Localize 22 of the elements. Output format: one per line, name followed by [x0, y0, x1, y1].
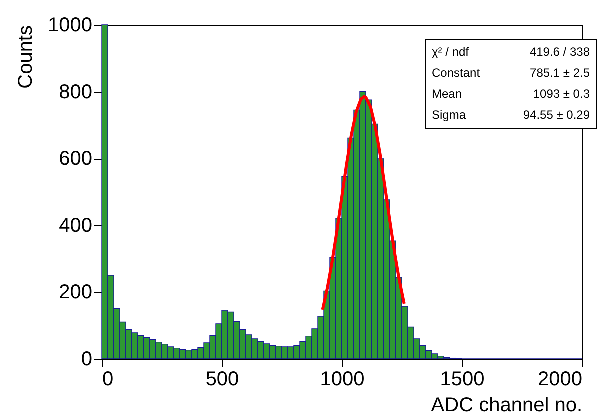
- y-tick-label: 600: [59, 148, 92, 170]
- annotation: 1093 ± 0.3: [533, 87, 590, 102]
- x-tick-label: 0: [102, 368, 114, 390]
- y-tick-label: 800: [59, 81, 92, 104]
- x-axis-title: ADC channel no.: [431, 394, 582, 416]
- x-tick-label: 500: [206, 368, 240, 390]
- x-tick-label: 2000: [538, 368, 582, 390]
- annotation: Constant: [432, 66, 480, 81]
- annotation: 419.6 / 338: [530, 45, 590, 60]
- annotation: 785.1 ± 2.5: [530, 66, 590, 81]
- annotation: Sigma: [432, 108, 466, 123]
- y-tick-label: 400: [59, 214, 92, 237]
- y-tick-label: 200: [59, 282, 92, 304]
- annotation: 94.55 ± 0.29: [523, 108, 590, 123]
- x-tick-label: 1500: [440, 368, 485, 390]
- x-tick-label: 1000: [320, 368, 365, 390]
- y-tick-label: 1000: [48, 14, 92, 36]
- y-tick-label: 0: [81, 348, 92, 370]
- line-series: [321, 95, 406, 312]
- annotation: Mean: [432, 87, 462, 102]
- annotation: χ² / ndf: [432, 45, 469, 60]
- y-axis-title: Counts: [15, 26, 38, 89]
